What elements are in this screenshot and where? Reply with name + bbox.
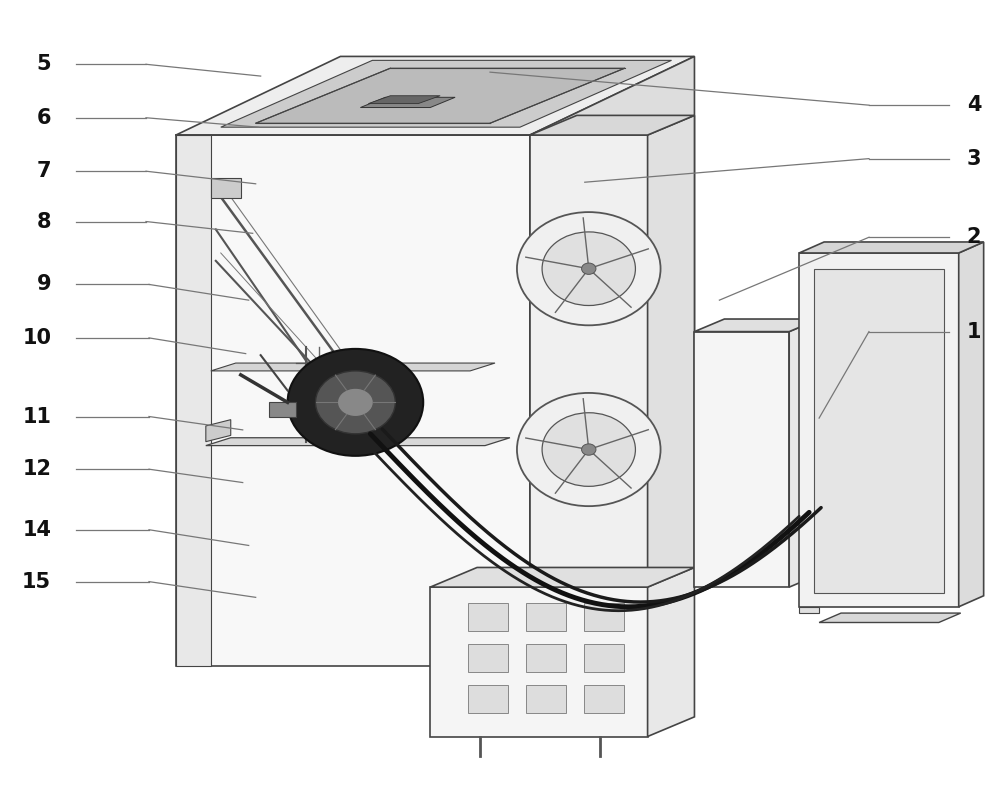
Polygon shape: [206, 438, 510, 446]
Polygon shape: [176, 135, 211, 666]
Text: 10: 10: [22, 328, 51, 348]
Circle shape: [316, 371, 395, 434]
Polygon shape: [819, 613, 961, 623]
Polygon shape: [430, 567, 694, 587]
Polygon shape: [648, 567, 694, 736]
Circle shape: [337, 388, 373, 417]
Text: 6: 6: [37, 108, 51, 128]
Circle shape: [582, 263, 596, 275]
Text: 14: 14: [22, 520, 51, 540]
Polygon shape: [176, 135, 530, 666]
Circle shape: [517, 393, 661, 507]
Polygon shape: [530, 115, 694, 135]
Polygon shape: [256, 68, 625, 123]
Polygon shape: [269, 402, 296, 417]
Polygon shape: [430, 587, 648, 736]
Polygon shape: [526, 644, 566, 672]
Circle shape: [582, 444, 596, 455]
Polygon shape: [584, 644, 624, 672]
Text: 1: 1: [967, 322, 981, 342]
Circle shape: [288, 349, 423, 456]
Polygon shape: [211, 178, 241, 198]
Polygon shape: [468, 603, 508, 631]
Text: 8: 8: [37, 211, 51, 231]
Polygon shape: [206, 420, 231, 442]
Polygon shape: [799, 242, 984, 253]
Polygon shape: [221, 60, 672, 127]
Polygon shape: [526, 685, 566, 713]
Polygon shape: [694, 331, 789, 587]
Circle shape: [517, 212, 661, 325]
Text: 15: 15: [22, 571, 51, 592]
Circle shape: [542, 232, 635, 305]
Polygon shape: [814, 269, 944, 593]
Polygon shape: [959, 242, 984, 607]
Polygon shape: [530, 135, 648, 587]
Text: 9: 9: [37, 275, 51, 294]
Polygon shape: [368, 95, 440, 103]
Polygon shape: [694, 319, 819, 331]
Circle shape: [542, 413, 635, 486]
Polygon shape: [176, 57, 694, 135]
Polygon shape: [468, 644, 508, 672]
Polygon shape: [526, 603, 566, 631]
Polygon shape: [789, 319, 819, 587]
Polygon shape: [468, 685, 508, 713]
Polygon shape: [360, 97, 455, 107]
Polygon shape: [584, 603, 624, 631]
Polygon shape: [584, 685, 624, 713]
Text: 4: 4: [967, 95, 981, 115]
Polygon shape: [530, 57, 694, 666]
Text: 11: 11: [22, 406, 51, 427]
Text: 12: 12: [22, 459, 51, 479]
Polygon shape: [211, 363, 495, 371]
Polygon shape: [799, 253, 959, 607]
Polygon shape: [648, 115, 694, 587]
Text: 7: 7: [37, 161, 51, 181]
Text: 2: 2: [967, 227, 981, 247]
Text: 3: 3: [967, 148, 981, 169]
Polygon shape: [799, 607, 819, 613]
Text: 5: 5: [37, 54, 51, 74]
